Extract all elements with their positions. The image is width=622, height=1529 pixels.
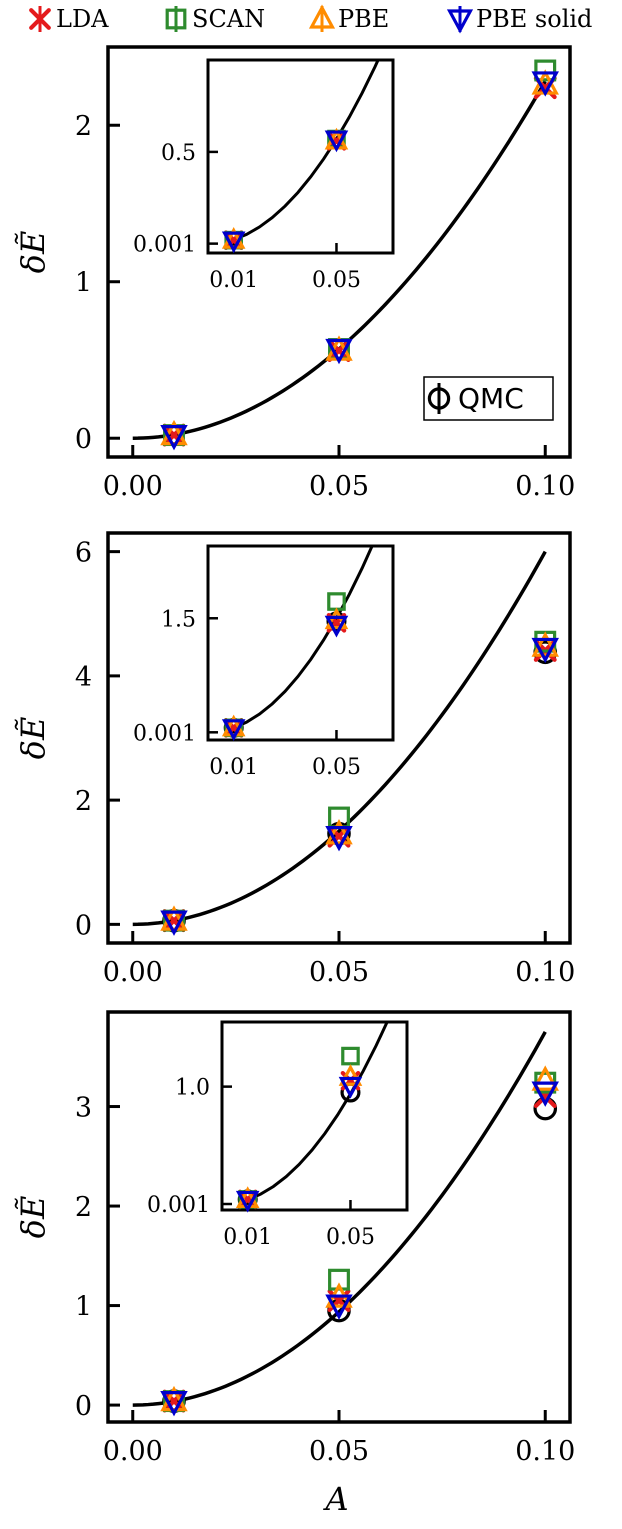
inset-data-point-pbe — [338, 1064, 363, 1086]
qmc-legend-label: QMC — [458, 382, 524, 415]
y-tick-label: 1 — [75, 268, 92, 299]
inset-x-tick-label: 0.05 — [312, 755, 361, 780]
y-tick-label: 0 — [75, 910, 92, 941]
qmc-legend-marker — [427, 387, 451, 410]
legend-entry: PBE — [308, 4, 389, 33]
x-tick-label: 0.00 — [103, 1436, 163, 1467]
inset-curve — [233, 60, 380, 242]
legend-marker — [165, 8, 187, 30]
y-axis-label: δẼ — [14, 1196, 52, 1239]
inset-data-point-pbe — [324, 607, 349, 630]
data-point-pbe-solid — [160, 910, 188, 936]
data-point-pbe — [325, 819, 353, 845]
inset-curve — [247, 1022, 389, 1202]
inset-data-point-scan — [341, 1046, 360, 1066]
data-point-lda — [162, 1389, 186, 1413]
data-point-pbe-solid — [160, 424, 188, 451]
legend: LDA SCAN PBE PBE solid — [29, 4, 592, 34]
data-point-pbe — [531, 1065, 559, 1091]
data-point-pbe — [160, 1385, 188, 1412]
qmc-legend: QMC — [423, 376, 554, 421]
y-tick-label: 3 — [75, 1093, 92, 1124]
legend-label: PBE solid — [476, 5, 592, 33]
x-tick-label: 0.10 — [515, 471, 575, 502]
legend-entry: LDA — [29, 5, 109, 33]
inset-curve — [233, 546, 374, 730]
y-tick-label: 2 — [75, 786, 92, 817]
fit-curve — [132, 550, 547, 927]
inset-data-point-lda — [237, 1189, 258, 1210]
y-tick-label: 6 — [75, 538, 92, 569]
data-point-lda — [162, 909, 186, 933]
inset-x-tick-label: 0.05 — [312, 268, 361, 293]
x-tick-label: 0.05 — [309, 471, 369, 502]
legend-label: SCAN — [192, 5, 265, 33]
legend-marker — [446, 9, 474, 34]
inset-x-tick-label: 0.01 — [209, 268, 258, 293]
data-point-pbe-solid — [531, 637, 559, 664]
data-point-lda — [162, 423, 186, 447]
inset-data-point-pbe-solid — [324, 130, 349, 153]
legend-marker — [29, 8, 51, 30]
inset-x-tick-label: 0.05 — [326, 1225, 375, 1250]
x-tick-label: 0.10 — [515, 957, 575, 988]
inset-data-point-pbe-solid — [235, 1190, 260, 1213]
data-point-pbe-solid — [531, 71, 559, 97]
inset-frame — [206, 544, 395, 742]
inset-frame — [206, 58, 395, 255]
panel-3: 0.00 0.05 0.10 0 1 2 3 δẼ 0.01 0.05 0.001 1.0 — [14, 1010, 575, 1467]
y-axis-label: δẼ — [14, 231, 52, 274]
data-point-pbe — [160, 419, 188, 446]
y-tick-label: 2 — [75, 1192, 92, 1223]
inset-frame — [220, 1020, 409, 1212]
x-tick-label: 0.00 — [103, 471, 163, 502]
x-tick-label: 0.05 — [309, 957, 369, 988]
y-tick-label: 2 — [75, 111, 92, 142]
inset-y-tick-label: 1.5 — [161, 607, 196, 632]
legend-entry: SCAN — [165, 5, 265, 33]
y-axis-label: δẼ — [14, 717, 52, 760]
panel-1: 0.00 0.05 0.10 0 1 2 δẼ 0.01 0.05 0.001 0.5 QMC — [14, 45, 575, 502]
x-tick-label: 0.00 — [103, 957, 163, 988]
y-tick-label: 0 — [75, 424, 92, 455]
inset-3: 0.01 0.05 0.001 1.0 — [147, 1020, 409, 1250]
data-point-pbe — [531, 631, 559, 657]
inset-2: 0.01 0.05 0.001 1.5 — [133, 544, 395, 780]
inset-y-tick-label: 0.001 — [147, 1193, 210, 1218]
data-point-pbe — [160, 905, 188, 931]
inset-data-point-pbe-solid — [221, 231, 246, 254]
inset-x-tick-label: 0.01 — [209, 755, 258, 780]
data-point-scan — [534, 59, 557, 82]
inset-1: 0.01 0.05 0.001 0.5 — [133, 58, 395, 293]
legend-label: LDA — [56, 5, 109, 33]
x-tick-label: 0.10 — [515, 1436, 575, 1467]
inset-y-tick-label: 1.0 — [175, 1076, 210, 1101]
inset-data-point-pbe-solid — [221, 719, 246, 741]
x-axis-label: A — [322, 1480, 348, 1518]
panel-2: 0.00 0.05 0.10 0 2 4 6 δẼ 0.01 0.05 0.001 1.5 — [14, 531, 575, 988]
legend-marker — [308, 4, 336, 29]
data-point-pbe-solid — [325, 1294, 353, 1320]
inset-data-point-pbe-solid — [324, 615, 349, 638]
legend-label: PBE — [338, 5, 389, 33]
data-point-pbe-solid — [160, 1391, 188, 1417]
y-tick-label: 4 — [75, 662, 92, 693]
y-tick-label: 0 — [75, 1391, 92, 1422]
data-point-pbe-solid — [531, 1081, 559, 1107]
inset-data-point-lda — [223, 230, 244, 250]
inset-y-tick-label: 0.001 — [133, 233, 196, 258]
x-tick-label: 0.05 — [309, 1436, 369, 1467]
data-point-pbe-solid — [325, 338, 353, 365]
legend-entry: PBE solid — [446, 5, 592, 34]
data-point-pbe-solid — [325, 826, 353, 852]
inset-x-tick-label: 0.01 — [223, 1225, 272, 1250]
inset-y-tick-label: 0.5 — [161, 141, 196, 166]
inset-y-tick-label: 0.001 — [133, 721, 196, 746]
fit-curve — [132, 1031, 547, 1407]
inset-data-point-lda — [223, 718, 244, 738]
y-tick-label: 1 — [75, 1292, 92, 1323]
inset-data-point-pbe-solid — [338, 1076, 363, 1099]
